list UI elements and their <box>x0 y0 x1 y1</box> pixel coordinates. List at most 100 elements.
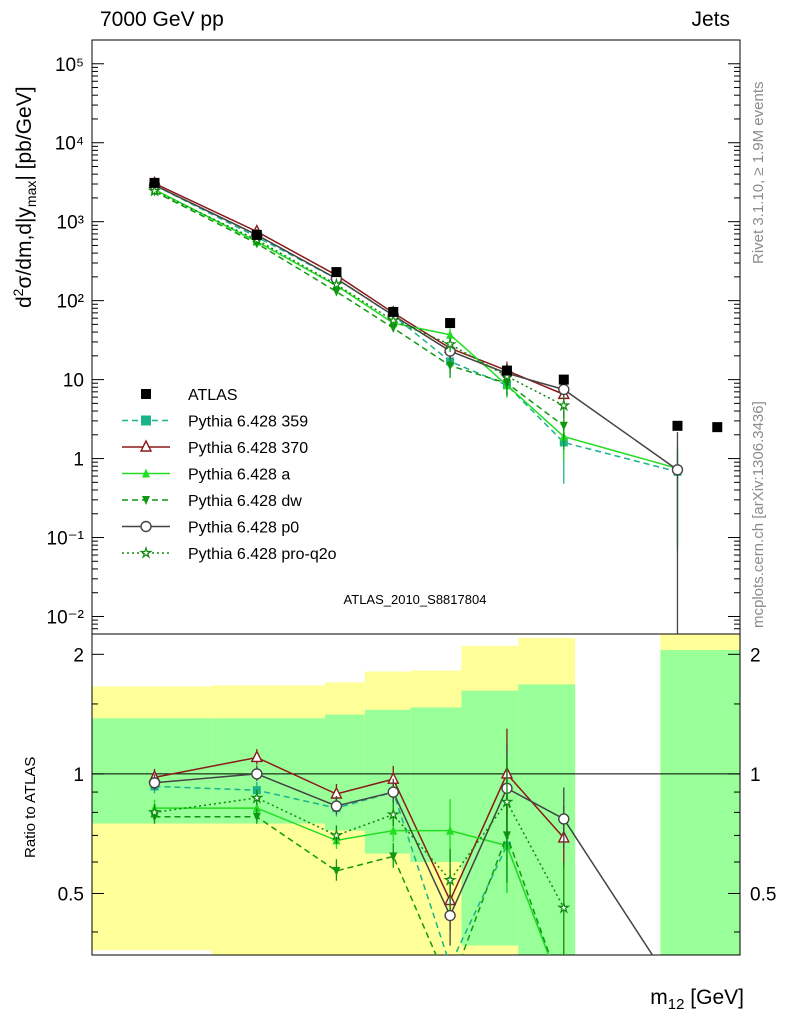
ratio-point <box>147 805 162 819</box>
ratio-point <box>444 909 456 922</box>
main-series-3 <box>150 187 568 450</box>
legend-entry-2: Pythia 6.428 370 <box>122 439 308 457</box>
legend: ATLAS Pythia 6.428 359 Pythia 6.428 370 Pyt… <box>122 387 337 563</box>
ratio-band-green-3 <box>364 709 411 854</box>
legend-marker <box>142 468 150 478</box>
ratio-point <box>330 800 343 812</box>
legend-entry-1: Pythia 6.428 359 <box>122 414 308 431</box>
atlas-point <box>251 229 262 240</box>
legend-label: ATLAS <box>188 387 238 404</box>
legend-marker <box>141 415 151 426</box>
main-point <box>329 277 344 291</box>
axes-frames: 10⁻² 10⁻¹ 1 10 10² 10³ 10⁴ 10⁵ 0.5 0.5 1 1 2 2 <box>47 39 776 956</box>
ratio-point <box>250 749 263 763</box>
legend-marker <box>139 439 153 452</box>
legend-label: Pythia 6.428 dw <box>188 493 302 510</box>
main-point <box>671 464 684 476</box>
main-y-tick-label: 10³ <box>57 213 84 234</box>
legend-entry-4: Pythia 6.428 dw <box>122 493 302 510</box>
ratio-series-line <box>154 807 550 955</box>
legend-marker <box>141 389 151 399</box>
ratio-point <box>251 768 263 780</box>
main-y-tick-label: 10⁴ <box>55 134 84 155</box>
atlas-point <box>388 306 399 317</box>
ratio-band-green-1 <box>211 718 326 824</box>
main-series-line <box>154 184 678 471</box>
main-series-group <box>147 175 723 634</box>
ratio-band-green-5 <box>461 690 519 946</box>
atlas-point <box>149 177 160 188</box>
main-y-tick-label: 10² <box>57 292 84 313</box>
ratio-point <box>556 900 571 914</box>
analysis-watermark: ATLAS_2010_S8817804 <box>344 592 487 607</box>
ratio-y-tick-label-left: 1 <box>73 765 84 786</box>
ratio-point <box>443 873 457 886</box>
ratio-uncertainty-bands <box>92 634 740 955</box>
main-series-line <box>154 188 678 470</box>
header-right: Jets <box>691 8 730 31</box>
ratio-y-tick-label-left: 0.5 <box>58 884 84 905</box>
ratio-point <box>250 790 264 804</box>
atlas-point <box>712 422 723 433</box>
ratio-point <box>389 825 398 835</box>
main-point <box>389 324 398 334</box>
ratio-series-4 <box>148 743 654 955</box>
main-reference-atlas <box>149 177 723 433</box>
legend-entry-0: ATLAS <box>141 387 238 404</box>
ratio-point <box>329 828 344 842</box>
legend-label: Pythia 6.428 359 <box>188 414 308 431</box>
legend-label: Pythia 6.428 pro-q2o <box>188 546 337 563</box>
main-frame <box>91 39 741 635</box>
legend-label: Pythia 6.428 p0 <box>188 520 299 537</box>
ratio-y-tick-label-right: 1 <box>750 765 761 786</box>
ratio-band-green-7 <box>660 650 740 955</box>
legend-marker <box>140 520 152 533</box>
main-point <box>386 313 400 327</box>
main-y-tick-label: 10⁻² <box>47 607 85 628</box>
main-point <box>446 361 455 371</box>
legend-marker <box>139 545 153 559</box>
atlas-point <box>445 318 456 329</box>
main-point <box>557 398 571 412</box>
legend-marker <box>142 496 150 505</box>
legend-entry-6: Pythia 6.428 pro-q2o <box>122 545 337 563</box>
ratio-series-group <box>147 728 654 955</box>
ratio-point <box>446 825 455 835</box>
ratio-frame <box>91 633 741 956</box>
atlas-point <box>672 420 683 431</box>
atlas-point <box>501 365 512 376</box>
ratio-point <box>332 866 341 876</box>
main-point <box>332 287 341 297</box>
ratio-point <box>252 812 261 822</box>
ratio-point <box>387 786 399 798</box>
ratio-y-tick-label-left: 2 <box>73 645 84 666</box>
ratio-point <box>389 852 398 862</box>
ratio-series-line <box>154 773 654 955</box>
main-y-tick-label: 10 <box>63 371 84 392</box>
ratio-y-tick-label-right: 2 <box>750 645 761 666</box>
atlas-point <box>558 374 569 385</box>
main-point <box>559 421 568 431</box>
main-y-tick-label: 10⁵ <box>55 55 84 76</box>
ratio-band-green-4 <box>410 707 462 863</box>
legend-label: Pythia 6.428 370 <box>188 440 308 457</box>
main-series-line <box>154 184 678 473</box>
legend-label: Pythia 6.428 a <box>188 467 290 484</box>
ratio-y-tick-label-right: 0.5 <box>750 884 776 905</box>
header-left: 7000 GeV pp <box>100 8 224 31</box>
ratio-series-line <box>154 785 550 955</box>
ratio-band-green-2 <box>325 714 365 831</box>
ratio-series-5 <box>147 756 571 955</box>
ratio-point <box>386 807 400 821</box>
main-series-4 <box>148 179 684 634</box>
ratio-point <box>148 777 161 789</box>
legend-entry-3: Pythia 6.428 a <box>122 467 290 484</box>
main-point <box>446 329 455 339</box>
legend-entry-5: Pythia 6.428 p0 <box>122 520 299 537</box>
main-point <box>147 183 162 197</box>
main-point <box>558 383 570 396</box>
ratio-point <box>558 813 570 825</box>
ratio-point <box>252 803 261 813</box>
main-y-tick-label: 10⁻¹ <box>47 529 85 550</box>
